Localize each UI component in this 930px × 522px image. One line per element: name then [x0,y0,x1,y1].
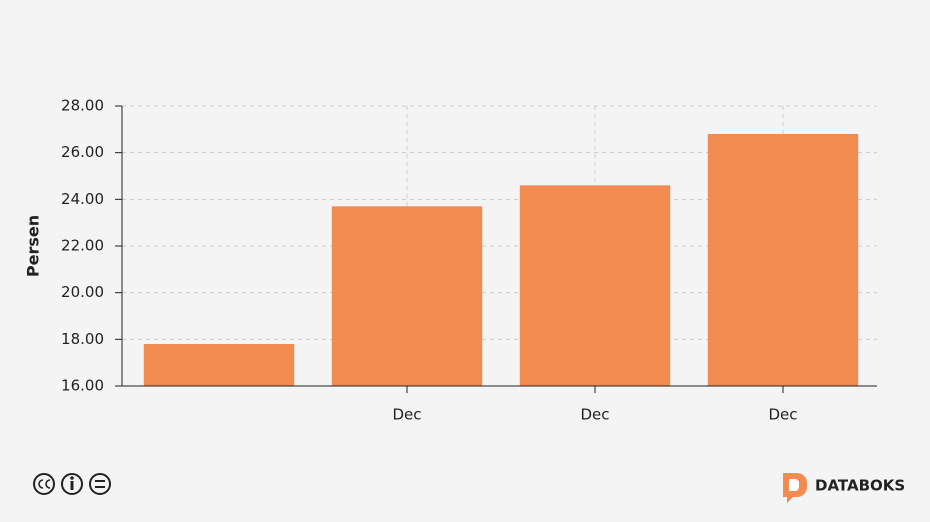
bar [519,185,671,386]
bar [707,134,859,386]
y-tick-label: 28.00 [61,97,104,115]
y-tick-label: 26.00 [61,143,104,161]
license-icons [33,473,111,495]
y-tick-label: 18.00 [61,330,104,348]
brand-name: DATABOKS [815,477,905,495]
bar [143,344,295,386]
x-tick-label: Dec [580,406,609,424]
y-tick-label: 22.00 [61,237,104,255]
y-tick-label: 24.00 [61,190,104,208]
y-tick-label: 20.00 [61,283,104,301]
bar [331,206,483,386]
x-tick-label: Dec [768,406,797,424]
y-tick-label: 16.00 [61,377,104,395]
y-axis-label: Persen [24,215,43,277]
brand-logo [783,473,807,503]
x-tick-label: Dec [392,406,421,424]
